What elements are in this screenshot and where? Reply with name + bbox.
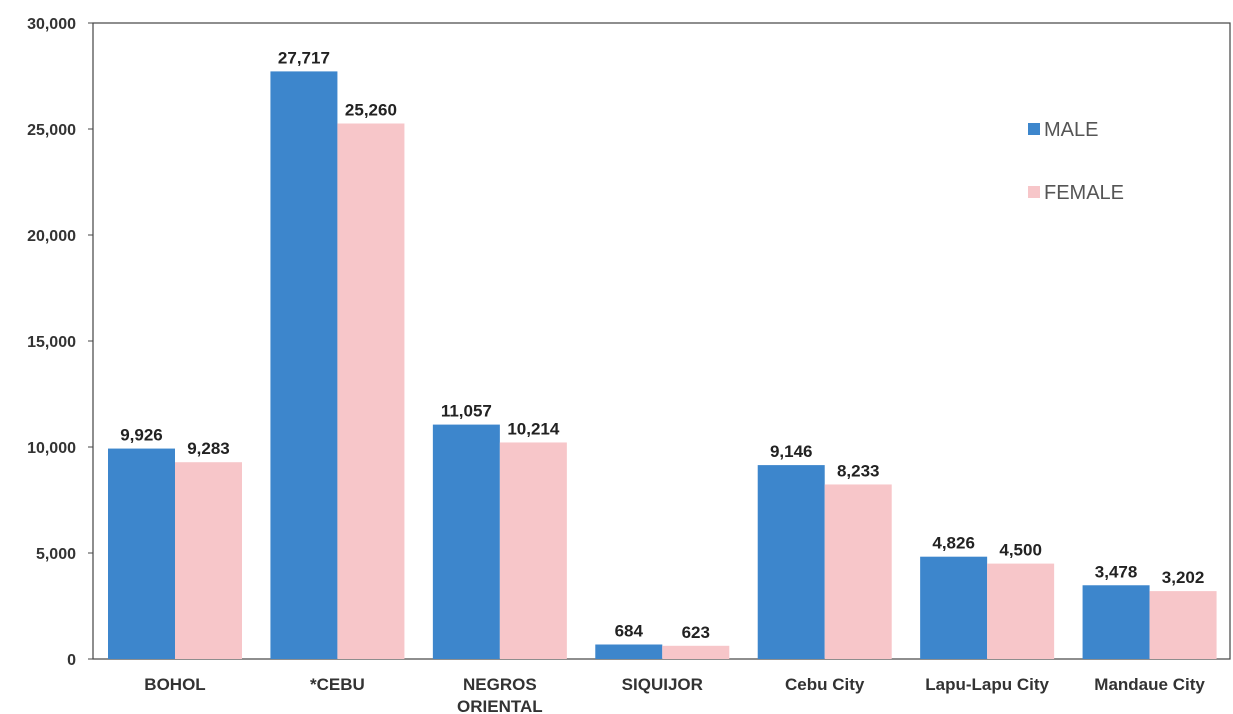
data-label-male: 4,826 <box>932 534 975 553</box>
data-label-male: 3,478 <box>1095 562 1138 581</box>
bar-male <box>920 556 988 659</box>
bar-female <box>987 563 1055 659</box>
legend-label-female: FEMALE <box>1044 182 1124 204</box>
data-label-female: 8,233 <box>837 461 880 480</box>
data-label-male: 9,926 <box>120 426 163 445</box>
category-label: Lapu-Lapu City <box>925 675 1049 694</box>
bar-female <box>1149 591 1217 659</box>
y-axis: 0 5,000 10,000 15,000 20,000 25,000 30,000 <box>27 16 93 669</box>
bar-female <box>499 442 567 659</box>
category-label: BOHOL <box>144 675 205 694</box>
data-label-female: 623 <box>682 623 710 642</box>
bar-female <box>824 484 892 659</box>
data-label-female: 3,202 <box>1162 568 1205 587</box>
data-labels: 9,926 9,283 27,717 25,260 11,057 10,214 684 623… <box>120 48 1204 641</box>
data-label-female: 10,214 <box>507 419 560 438</box>
legend-swatch-male <box>1028 123 1040 135</box>
bar-male <box>1082 585 1150 659</box>
category-label: NEGROS <box>463 675 537 694</box>
bar-male <box>432 424 500 659</box>
data-label-female: 4,500 <box>999 541 1042 560</box>
legend-label-male: MALE <box>1044 119 1098 141</box>
y-tick-label: 20,000 <box>27 228 76 245</box>
x-axis: BOHOL *CEBU NEGROS ORIENTAL SIQUIJOR Cebu Cit… <box>144 675 1205 714</box>
bar-male <box>757 465 825 659</box>
category-label: SIQUIJOR <box>622 675 703 694</box>
data-label-male: 27,717 <box>278 48 330 67</box>
bar-female <box>175 462 242 659</box>
y-tick-label: 0 <box>67 652 76 669</box>
legend: MALE FEMALE <box>1028 119 1124 204</box>
category-label: ORIENTAL <box>457 697 543 714</box>
data-label-male: 9,146 <box>770 442 813 461</box>
bar-male <box>108 448 175 659</box>
data-label-female: 25,260 <box>345 100 397 119</box>
bar-female <box>662 645 730 659</box>
data-label-male: 684 <box>615 621 644 640</box>
category-label: Mandaue City <box>1094 675 1205 694</box>
data-label-male: 11,057 <box>441 402 492 421</box>
y-tick-label: 10,000 <box>27 440 76 457</box>
bar-male <box>270 71 338 659</box>
legend-swatch-female <box>1028 186 1040 198</box>
y-tick-label: 15,000 <box>27 334 76 351</box>
bar-female <box>337 123 405 660</box>
data-label-female: 9,283 <box>187 439 230 458</box>
bars <box>108 71 1217 660</box>
y-tick-label: 30,000 <box>27 16 76 33</box>
y-tick-label: 25,000 <box>27 122 76 139</box>
bar-male <box>595 644 663 659</box>
y-tick-label: 5,000 <box>36 546 76 563</box>
category-label: Cebu City <box>785 675 865 694</box>
category-label: *CEBU <box>310 675 365 694</box>
